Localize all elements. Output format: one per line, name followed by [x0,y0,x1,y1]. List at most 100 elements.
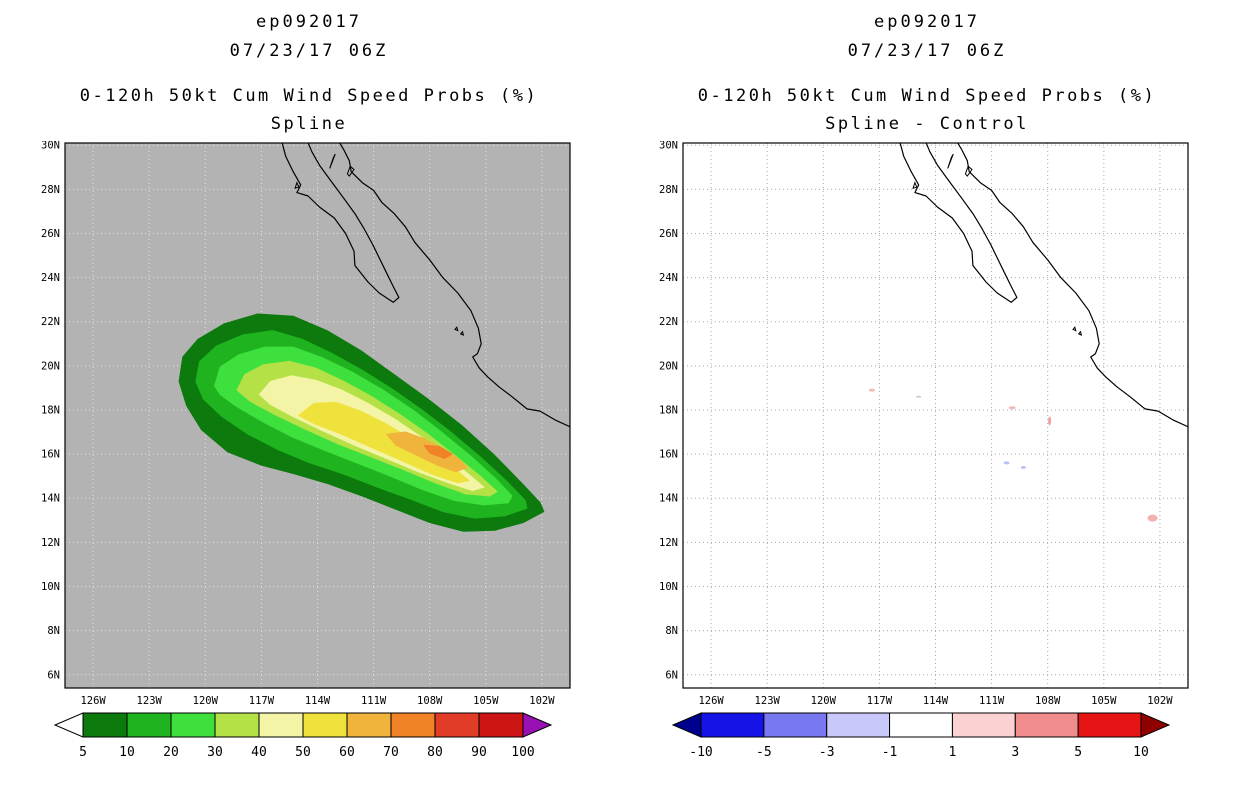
probability-contour-50pct [298,401,470,484]
colorbar-over-arrow [522,712,553,738]
colorbar-segment [478,712,524,738]
colorbar-label: 30 [207,745,223,760]
difference-spot [1048,416,1052,426]
coastline [281,143,400,303]
map-frame [64,142,571,689]
colorbar-segment [302,712,348,738]
island-outline [329,153,336,169]
lat-tick-label: 14N [41,493,60,505]
lat-tick-label: 22N [659,316,678,328]
panel-spline-control: ep092017 07/23/17 06Z 0-120h 50kt Cum Wi… [618,0,1236,800]
coastline [957,143,1188,428]
difference-spot [1003,461,1010,465]
colorbar-label: 1 [949,745,957,760]
probability-contour-70pct [423,444,453,459]
island-outline [1072,326,1077,332]
lon-tick-label: 102W [1147,695,1173,707]
colorbar-label: 40 [251,745,267,760]
colorbar-label: 100 [511,745,534,760]
island-outline [346,165,355,177]
colorbar-segment [82,712,128,738]
lat-tick-label: 10N [659,581,678,593]
panel-spline: ep092017 07/23/17 06Z 0-120h 50kt Cum Wi… [0,0,618,760]
colorbar-label: -1 [882,745,898,760]
colorbar-segment [434,712,480,738]
colorbar-segment [390,712,436,738]
colorbar-segment [951,712,1016,738]
island-outline [294,181,300,189]
lon-tick-label: 108W [1035,695,1061,707]
colorbar-segment [214,712,260,738]
lat-tick-label: 28N [659,184,678,196]
lat-tick-label: 16N [41,449,60,461]
lon-tick-label: 120W [811,695,837,707]
lat-tick-label: 26N [41,228,60,240]
lon-tick-label: 117W [249,695,275,707]
lon-tick-label: 123W [755,695,781,707]
lat-tick-label: 24N [659,272,678,284]
lon-tick-label: 126W [80,695,106,707]
lat-tick-label: 6N [47,669,60,681]
colorbar-segment [700,712,765,738]
colorbar-label: -10 [689,745,712,760]
colorbar-segment [826,712,891,738]
map-frame [682,142,1189,689]
colorbar-label: 50 [295,745,311,760]
probability-contour-60pct [386,431,468,473]
coastline [899,143,1018,303]
lat-tick-label: 14N [659,493,678,505]
colorbar-under-arrow [671,712,702,738]
colorbar-label: 20 [163,745,179,760]
lon-tick-label: 114W [923,695,949,707]
difference-spot [1020,465,1026,469]
colorbar-label: 80 [427,745,443,760]
colorbar-label: 5 [1074,745,1082,760]
lat-tick-label: 30N [659,141,678,152]
lat-tick-label: 26N [659,228,678,240]
lon-tick-label: 123W [137,695,163,707]
lat-tick-label: 8N [665,625,678,637]
lat-tick-label: 24N [41,272,60,284]
method-label: Spline [270,114,348,134]
lat-tick-label: 30N [41,141,60,152]
island-outline [947,153,954,169]
probability-map-spline: 30N 28N 26N 24N 22N 20N 18N 16N 14N 12N 10N 8N 6N 126… [41,141,571,760]
colorbar-segment [170,712,216,738]
island-outline [964,165,973,177]
colorbar-segment [1014,712,1079,738]
left-panel-header: ep092017 07/23/17 06Z 0-120h 50kt Cum Wi… [0,0,618,141]
lat-tick-label: 18N [41,405,60,417]
lat-tick-label: 18N [659,405,678,417]
lon-tick-label: 111W [979,695,1005,707]
product-title: 0-120h 50kt Cum Wind Speed Probs (%) [697,86,1157,106]
lat-tick-label: 12N [41,537,60,549]
lon-tick-label: 111W [361,695,387,707]
lat-tick-label: 8N [47,625,60,637]
valid-time: 07/23/17 06Z [847,41,1007,61]
colorbar-label: 60 [339,745,355,760]
island-outline [459,330,465,336]
colorbar-label: 10 [119,745,135,760]
colorbar-label: -3 [819,745,835,760]
colorbar-label: 10 [1133,745,1149,760]
lat-tick-label: 20N [659,360,678,372]
lat-tick-label: 16N [659,449,678,461]
colorbar-label: -5 [756,745,772,760]
colorbar-label: 70 [383,745,399,760]
colorbar-under-arrow [53,712,84,738]
lon-tick-label: 126W [698,695,724,707]
storm-id: ep092017 [256,12,362,32]
lon-tick-label: 120W [193,695,219,707]
island-outline [1077,330,1083,336]
lon-tick-label: 105W [1091,695,1117,707]
lat-tick-label: 28N [41,184,60,196]
lon-tick-label: 114W [305,695,331,707]
colorbar-label: 90 [471,745,487,760]
lon-tick-label: 102W [529,695,555,707]
island-outline [454,326,459,332]
difference-map-spline-control: 30N 28N 26N 24N 22N 20N 18N 16N 14N 12N 10N 8N 6N 126… [659,141,1189,760]
island-outline [912,181,918,189]
coastline [339,143,570,428]
lat-tick-label: 22N [41,316,60,328]
